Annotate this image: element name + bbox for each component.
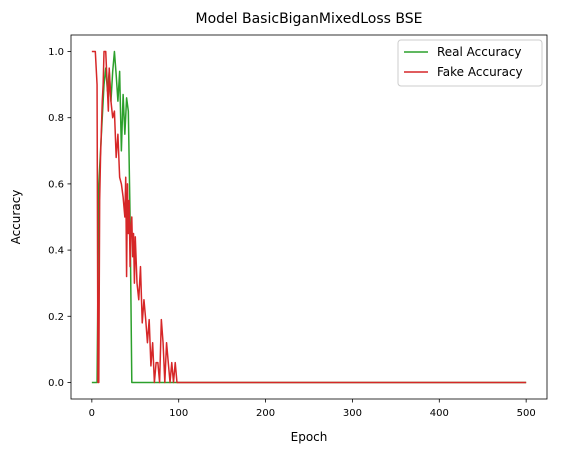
x-tick-label: 300 (343, 408, 362, 419)
axes: 0 100 200 300 400 500 0.0 0.2 0.4 0.6 0.8 1.0 (48, 34, 548, 419)
x-tick-label: 200 (256, 408, 275, 419)
x-tick-label: 0 (89, 408, 95, 419)
y-axis-label: Accuracy (9, 190, 23, 245)
x-tick-label: 100 (169, 408, 188, 419)
x-tick-label: 500 (517, 408, 536, 419)
y-tick-label: 0.8 (48, 113, 64, 124)
legend-box (397, 39, 543, 87)
legend-label-fake-accuracy: Fake Accuracy (437, 65, 523, 79)
y-tick-label: 0.2 (48, 312, 64, 323)
series-line-fake-accuracy (91, 50, 527, 384)
plot-frame (70, 34, 548, 400)
y-tick-label: 0.4 (48, 246, 64, 257)
y-tick-label: 0.0 (48, 378, 64, 389)
y-tick-label: 0.6 (48, 179, 64, 190)
x-tick-label: 400 (430, 408, 449, 419)
plot-area (91, 50, 527, 384)
chart-title: Model BasicBiganMixedLoss BSE (196, 11, 423, 27)
legend: Real Accuracy Fake Accuracy (397, 39, 543, 87)
legend-label-real-accuracy: Real Accuracy (437, 45, 521, 59)
x-axis-label: Epoch (291, 430, 328, 444)
y-tick-label: 1.0 (48, 47, 64, 58)
